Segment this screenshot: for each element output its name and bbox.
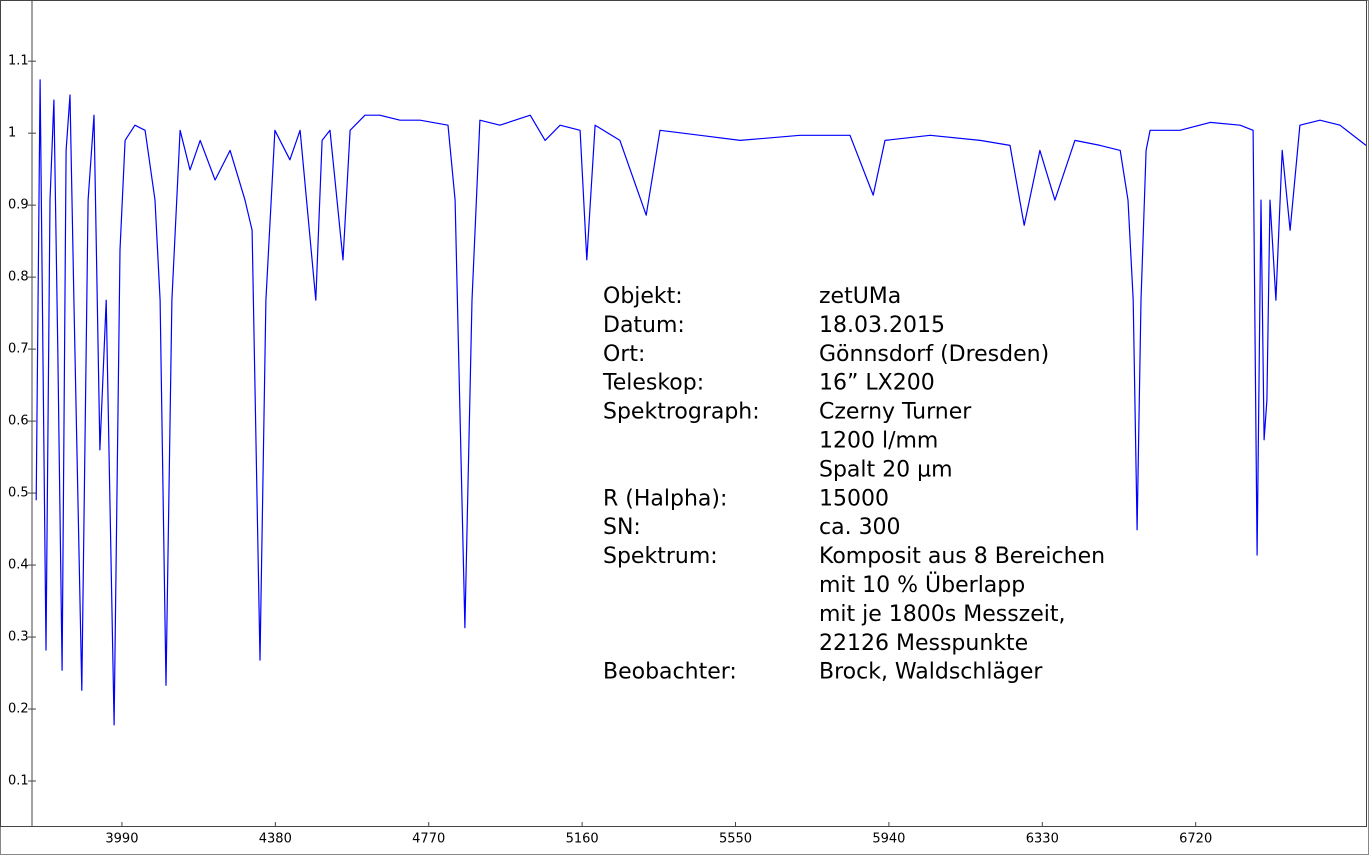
annotation-value: mit je 1800s Messzeit,	[819, 602, 1066, 627]
x-tick-label: 6720	[1179, 832, 1212, 847]
x-tick-label: 3990	[105, 832, 138, 847]
annotation-value: Brock, Waldschläger	[819, 660, 1043, 685]
annotation-label: Teleskop:	[602, 371, 704, 396]
annotation-value: 22126 Messpunkte	[819, 631, 1028, 656]
annotation-value: 18.03.2015	[819, 313, 945, 338]
x-tick-label: 6330	[1026, 832, 1059, 847]
y-tick-label: 0.4	[8, 558, 29, 573]
y-tick-label: 0.8	[8, 270, 29, 285]
y-tick-label: 0.1	[8, 774, 29, 789]
annotation-label: SN:	[603, 515, 641, 540]
x-tick-label: 5550	[719, 832, 752, 847]
x-tick-label: 5940	[872, 832, 905, 847]
y-tick-label: 1.1	[8, 54, 29, 69]
x-tick-label: 4770	[412, 832, 445, 847]
x-tick-label: 5160	[566, 832, 599, 847]
spectrum-line	[35, 79, 1367, 726]
annotation-value: Czerny Turner	[819, 400, 972, 425]
annotation-value: Gönnsdorf (Dresden)	[819, 342, 1049, 367]
annotation-label: Spektrum:	[603, 544, 718, 569]
annotation-value: ca. 300	[819, 515, 901, 540]
y-tick-label: 0.6	[8, 414, 29, 429]
annotation-label: Ort:	[603, 342, 645, 367]
y-tick-label: 0.5	[8, 486, 29, 501]
annotation-value: 15000	[819, 486, 889, 511]
plot-frame	[0, 0, 1367, 827]
annotation-label: Objekt:	[603, 284, 683, 309]
y-tick-label: 0.2	[8, 702, 29, 717]
y-tick-label: 1	[8, 126, 16, 141]
annotation-label: Beobachter:	[603, 660, 737, 685]
y-tick-label: 0.7	[8, 342, 29, 357]
annotation-value: zetUMa	[819, 284, 901, 309]
annotation-label: Datum:	[603, 313, 685, 338]
annotation-value: Komposit aus 8 Bereichen	[819, 544, 1105, 569]
x-tick-label: 4380	[259, 832, 292, 847]
y-tick-label: 0.9	[8, 198, 29, 213]
annotation-label: Spektrograph:	[603, 400, 760, 425]
annotation-value: Spalt 20 µm	[819, 457, 953, 482]
annotation-value: 16” LX200	[819, 371, 935, 396]
y-tick-label: 0.3	[8, 630, 29, 645]
annotation-label: R (Halpha):	[603, 486, 727, 511]
annotation-value: mit 10 % Überlapp	[819, 572, 1025, 598]
annotation-value: 1200 l/mm	[819, 429, 938, 454]
